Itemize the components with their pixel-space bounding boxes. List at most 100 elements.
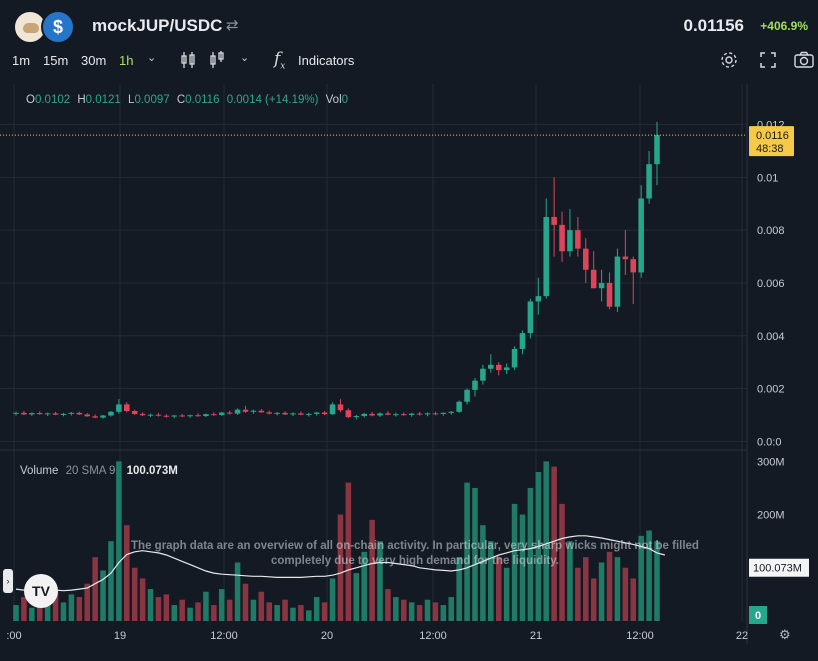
timeframe-1m[interactable]: 1m <box>12 53 31 68</box>
volume-bar <box>488 541 494 621</box>
time-axis-tick: 12:00 <box>210 630 238 642</box>
candle-body <box>298 413 304 415</box>
volume-bar <box>480 525 486 621</box>
timeframe-chevron-down-icon[interactable]: ⌄ <box>147 52 157 64</box>
volume-bar <box>21 597 27 621</box>
volume-value: 0 <box>341 94 349 106</box>
axis-settings-gear-icon[interactable]: ⚙ <box>779 627 791 642</box>
collapse-chevron-right-icon[interactable]: › <box>3 569 13 593</box>
candle-body <box>393 414 399 416</box>
candle-body <box>590 269 597 289</box>
volume-tag-bg <box>749 558 809 577</box>
price-axis-tick: 0.008 <box>757 225 785 237</box>
volume-bar <box>13 605 19 621</box>
candle-body <box>139 413 146 416</box>
candle-body <box>559 224 565 252</box>
price-chart[interactable]: 0.012 0.01 0.008 0.006 0.004 0.002 0.0:0 300M 20… <box>0 84 818 661</box>
timeframe-15m[interactable]: 15m <box>43 53 69 68</box>
volume-bar <box>203 591 209 621</box>
candle-body <box>84 414 90 417</box>
price-axis-tick: 0.006 <box>757 278 785 290</box>
volume-bar <box>583 557 589 621</box>
chart-canvas[interactable]: 0.0120.010.0080.0060.0040.0020.0:0300M20… <box>0 84 818 661</box>
candle-body <box>226 412 233 414</box>
candle-body <box>575 230 581 249</box>
volume-bar <box>606 551 613 621</box>
candle-body <box>361 413 367 417</box>
volume-zero-bg <box>749 606 767 624</box>
fullscreen-icon[interactable] <box>758 50 778 75</box>
volume-bar <box>44 599 51 621</box>
candle-body <box>250 410 257 412</box>
candle-body <box>369 413 375 416</box>
volume-legend[interactable]: Volume 20 SMA 9 100.073M <box>20 465 178 477</box>
camera-icon[interactable] <box>793 50 815 75</box>
candle-body <box>242 409 249 412</box>
candle-body <box>321 412 328 415</box>
volume-bar <box>361 551 367 621</box>
candle-body <box>622 256 629 260</box>
volume-zero-value: 0 <box>755 610 761 622</box>
candle-body <box>36 413 43 415</box>
volume-bar <box>68 594 75 621</box>
candle-body <box>282 412 288 415</box>
volume-bar <box>282 599 288 621</box>
volume-bar <box>353 573 360 621</box>
volume-bar <box>124 525 130 621</box>
candle-body <box>306 413 312 415</box>
timeframe-1h[interactable]: 1h <box>119 53 134 68</box>
candle-body <box>155 414 162 416</box>
function-icon[interactable]: fx <box>274 49 286 72</box>
volume-bar <box>313 597 320 621</box>
candle-body <box>448 411 455 413</box>
volume-bar <box>92 557 98 621</box>
indicators-button[interactable]: Indicators <box>298 53 355 68</box>
candle-body <box>195 415 201 417</box>
volume-bar <box>108 541 114 621</box>
volume-bar <box>139 578 146 621</box>
timeframe-30m[interactable]: 30m <box>81 53 107 68</box>
candle-body <box>400 414 407 416</box>
volume-legend-params: 20 SMA 9 <box>65 465 116 477</box>
volume-bar <box>155 597 162 621</box>
candle-body <box>614 256 621 307</box>
volume-bar <box>472 487 478 621</box>
tradingview-logo-icon[interactable]: TV <box>24 574 58 608</box>
candle-body <box>147 414 154 416</box>
candle-body <box>329 404 336 415</box>
candle-body <box>464 389 470 402</box>
high-label: H <box>77 94 86 106</box>
header: $ mockJUP/USDC ⇄ 0.01156 +406.9% <box>0 0 818 48</box>
swap-arrows-icon[interactable]: ⇄ <box>226 17 239 34</box>
volume-bar <box>614 557 621 621</box>
candle-body <box>598 282 605 289</box>
volume-bar <box>630 578 637 621</box>
volume-bar <box>321 602 328 621</box>
price-tag-bg <box>749 126 794 157</box>
low-value: 0.0097 <box>134 94 170 106</box>
candles-icon[interactable] <box>180 50 196 75</box>
candle-body <box>266 412 273 414</box>
candle-body <box>495 364 502 371</box>
volume-bar <box>385 589 391 621</box>
volume-bar <box>456 557 462 621</box>
chart-type-chevron-down-icon[interactable]: ⌄ <box>240 52 250 64</box>
volume-bar <box>131 567 138 621</box>
chart-type-icon[interactable] <box>209 50 225 75</box>
price-axis: 0.0120.010.0080.0060.0040.0020.0:0300M20… <box>757 120 785 522</box>
volume-bar <box>76 597 83 621</box>
settings-gear-icon[interactable] <box>719 50 739 75</box>
volume-bar <box>179 599 185 621</box>
candle-body <box>76 412 83 415</box>
volume-bar <box>432 602 439 621</box>
candle-body <box>638 198 644 273</box>
candle-body <box>203 414 209 417</box>
candle-body <box>100 415 106 418</box>
volume-bar <box>337 514 344 621</box>
volume-label: Vol <box>325 94 342 106</box>
volume-tag-value: 100.073M <box>753 563 802 575</box>
candle-body <box>108 411 114 416</box>
candle-body <box>472 380 478 390</box>
candle-body <box>52 413 59 415</box>
